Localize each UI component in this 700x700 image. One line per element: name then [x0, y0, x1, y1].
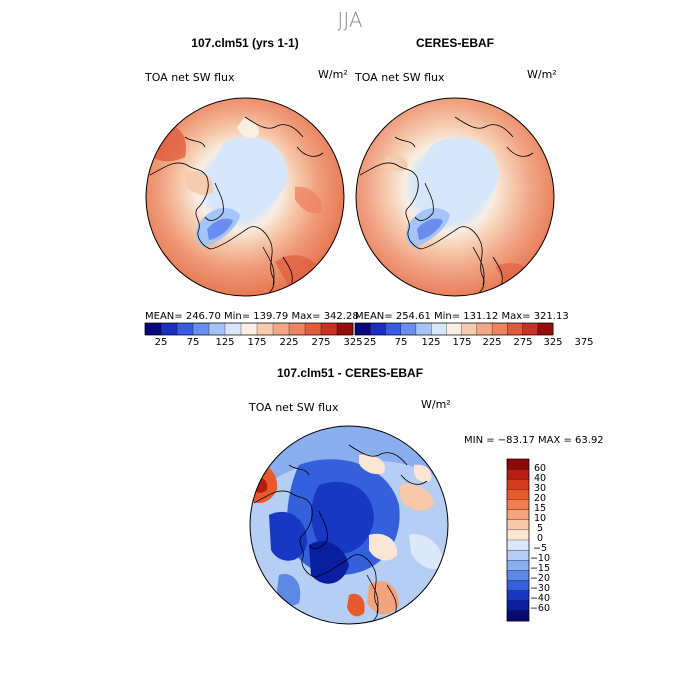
model-tick: 325 — [343, 337, 363, 348]
obs-tick: 125 — [421, 337, 441, 348]
model-colorbar-swatch — [272, 322, 290, 336]
diff-tick: 5 — [536, 523, 544, 534]
diff-units-label: W/m² — [421, 398, 451, 411]
obs-colorbar-swatch — [431, 322, 447, 336]
diff-colorbar-swatch — [506, 499, 530, 511]
model-colorbar-swatch — [192, 322, 210, 336]
season-title: JJA — [337, 8, 363, 32]
diff-stats: MIN = −83.17 MAX = 63.92 — [464, 435, 604, 446]
diff-colorbar-swatch — [506, 468, 530, 480]
model-panel-title: 107.clm51 (yrs 1-1) — [191, 36, 299, 50]
obs-colorbar-swatch — [537, 322, 554, 336]
diff-tick: −20 — [529, 573, 551, 584]
model-colorbar-swatch — [176, 322, 194, 336]
model-colorbar-swatch — [240, 322, 258, 336]
obs-colorbar-swatch — [446, 322, 463, 336]
model-tick: 275 — [311, 337, 331, 348]
model-colorbar-swatch — [208, 322, 226, 336]
obs-panel-title: CERES-EBAF — [415, 36, 494, 50]
obs-colorbar-swatch — [354, 322, 371, 336]
model-polar-map — [145, 97, 345, 297]
obs-variable-label: TOA net SW flux — [355, 71, 445, 84]
obs-colorbar-swatch — [415, 322, 432, 336]
model-tick: 225 — [279, 337, 299, 348]
diff-tick: 40 — [533, 473, 547, 484]
diff-colorbar-swatch — [506, 570, 530, 581]
diff-colorbar-swatch — [506, 458, 530, 470]
diff-colorbar-swatch — [506, 560, 530, 571]
model-variable-label: TOA net SW flux — [145, 71, 235, 84]
diff-colorbar-swatch — [506, 610, 530, 622]
obs-colorbar-swatch — [522, 322, 539, 336]
diff-tick: 0 — [536, 533, 544, 544]
obs-tick: 275 — [513, 337, 533, 348]
obs-colorbar-swatch — [491, 322, 508, 336]
obs-colorbar-swatch — [370, 322, 386, 336]
model-colorbar-swatch — [336, 322, 354, 336]
model-tick: 125 — [215, 337, 235, 348]
obs-tick: 325 — [543, 337, 563, 348]
diff-colorbar-swatch — [506, 549, 530, 561]
obs-tick: 25 — [363, 337, 377, 348]
model-tick: 175 — [247, 337, 267, 348]
diff-tick: 20 — [533, 493, 547, 504]
diff-tick: 15 — [533, 503, 547, 514]
diff-colorbar-swatch — [506, 590, 530, 602]
diff-colorbar-ticks: 60 40 30 20 15 10 5 0 −5 −10 −15 −20 −30… — [527, 459, 557, 629]
model-colorbar-swatch — [160, 322, 178, 336]
diff-panel-title: 107.clm51 - CERES-EBAF — [276, 366, 424, 380]
obs-tick: 375 — [574, 337, 594, 348]
obs-units-label: W/m² — [527, 68, 557, 81]
model-colorbar-ticks: 25 75 125 175 225 275 325 — [145, 337, 363, 351]
diff-colorbar-swatch — [506, 519, 530, 531]
model-colorbar-swatch — [144, 322, 162, 336]
model-tick: 75 — [186, 337, 200, 348]
obs-colorbar-ticks: 25 75 125 175 225 275 325 375 — [355, 337, 594, 351]
diff-colorbar-swatch — [506, 580, 530, 592]
obs-polar-map — [355, 97, 555, 297]
diff-variable-label: TOA net SW flux — [249, 401, 339, 414]
model-colorbar-swatch — [224, 322, 242, 336]
obs-colorbar-swatch — [476, 322, 493, 336]
diff-tick: 30 — [533, 483, 547, 494]
obs-tick: 75 — [394, 337, 408, 348]
diff-tick: −15 — [529, 563, 551, 574]
model-colorbar-swatch — [304, 322, 322, 336]
obs-colorbar-swatch — [400, 322, 417, 336]
model-units-label: W/m² — [318, 68, 348, 81]
model-colorbar-swatch — [320, 322, 338, 336]
diff-colorbar-swatch — [506, 479, 530, 490]
diff-colorbar-swatch — [506, 529, 530, 541]
diff-tick: −10 — [529, 553, 551, 564]
diff-tick: −60 — [529, 603, 551, 614]
diff-polar-map — [249, 425, 449, 625]
model-colorbar — [144, 322, 354, 336]
diff-colorbar-swatch — [506, 539, 530, 551]
obs-stats: MEAN= 254.61 Min= 131.12 Max= 321.13 — [355, 311, 569, 322]
diff-tick: −40 — [529, 593, 551, 604]
obs-tick: 175 — [452, 337, 472, 348]
diff-tick: −5 — [532, 543, 547, 554]
diff-colorbar — [506, 458, 530, 622]
diff-colorbar-swatch — [506, 600, 530, 612]
model-colorbar-swatch — [288, 322, 306, 336]
diff-tick: 10 — [533, 513, 547, 524]
obs-colorbar-swatch — [507, 322, 523, 336]
model-tick: 25 — [154, 337, 168, 348]
obs-colorbar — [354, 322, 554, 336]
obs-tick: 225 — [482, 337, 502, 348]
diff-tick: 60 — [533, 463, 547, 474]
model-stats: MEAN= 246.70 Min= 139.79 Max= 342.28 — [145, 311, 359, 322]
diff-tick: −30 — [529, 583, 551, 594]
obs-colorbar-swatch — [461, 322, 478, 336]
diff-colorbar-swatch — [506, 489, 530, 500]
model-colorbar-swatch — [256, 322, 274, 336]
diff-colorbar-swatch — [506, 509, 530, 521]
obs-colorbar-swatch — [385, 322, 402, 336]
